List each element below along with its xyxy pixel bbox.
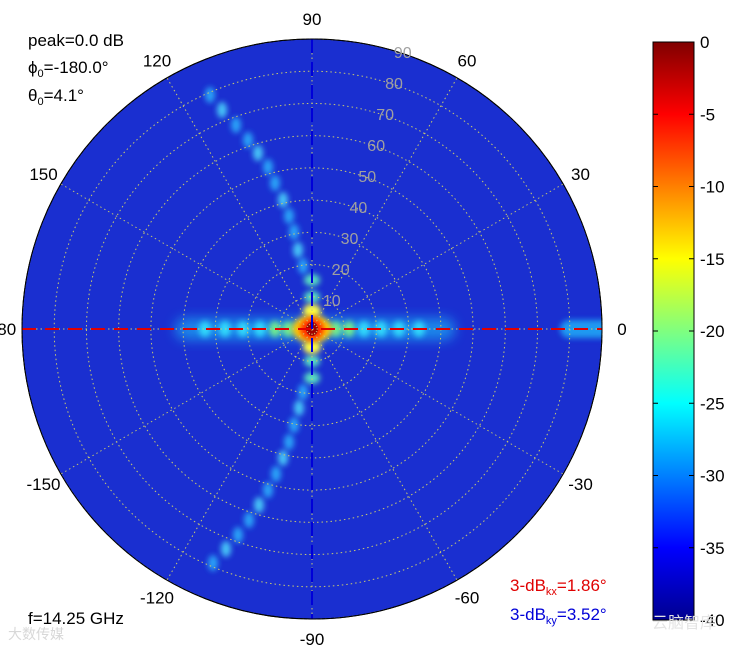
radius-label: 30: [341, 231, 359, 248]
angle-label: 90: [303, 10, 322, 29]
grating-lobe-upper: [278, 192, 288, 208]
colorbar-tick-label: -5: [700, 105, 715, 124]
theta0-label: θ0=4.1°: [28, 86, 84, 108]
phi0-label: ϕ0=-180.0°: [28, 58, 109, 80]
angle-label: 120: [143, 52, 171, 71]
grating-lobe-upper: [263, 159, 273, 175]
grid-spoke: [166, 328, 313, 581]
grid-spoke: [311, 77, 458, 330]
angle-label: -90: [300, 630, 325, 648]
peak-label: peak=0.0 dB: [28, 31, 124, 50]
grating-lobe-upper: [293, 242, 303, 258]
watermark-right: 云脑智库: [652, 613, 717, 632]
polar-boundary: [21, 38, 603, 620]
grating-lobe-lower: [233, 527, 243, 543]
grating-lobe-lower: [278, 450, 288, 466]
radius-label: 10: [323, 293, 341, 310]
watermark-left: 大数传媒: [8, 627, 64, 643]
grid-spoke: [60, 183, 313, 330]
grating-lobe-upper: [217, 102, 227, 118]
grating-lobe-upper: [270, 175, 280, 191]
grid-spoke: [60, 328, 313, 475]
sidelobe-y: [304, 372, 320, 384]
grating-lobe-upper: [298, 258, 308, 274]
colorbar-tick-label: -10: [700, 178, 725, 197]
grating-lobe-lower: [263, 482, 273, 498]
polar-tick-labels: 0 30 60 90 120 150 180 -150 -120 -90 -60 -30 10 20 30 4…: [0, 10, 627, 648]
angle-label: 150: [29, 165, 57, 184]
colorbar-tick-label: -25: [700, 394, 725, 413]
grating-lobe-upper: [253, 145, 263, 161]
grating-lobe-lower: [208, 555, 218, 571]
grating-lobe-lower: [298, 384, 308, 400]
grating-lobe-upper: [231, 117, 241, 133]
grid-spoke: [311, 328, 458, 581]
grating-lobe-lower: [289, 417, 299, 433]
grating-lobe-lower: [221, 541, 231, 557]
colorbar-tick-label: -40: [700, 611, 725, 630]
grating-lobe-upper: [284, 208, 294, 224]
radius-label: 60: [367, 138, 385, 155]
radius-label: 80: [385, 76, 403, 93]
angle-label: 0: [617, 320, 626, 339]
colorbar-ticks: 0 -5 -10 -15 -20 -25 -30 -35 -40: [653, 33, 725, 630]
grid-ring: [150, 167, 474, 491]
radius-label: 20: [332, 262, 350, 279]
sidelobe-x: [199, 321, 211, 337]
angle-label: -120: [140, 589, 174, 608]
angle-label: 30: [571, 165, 590, 184]
angle-label: -30: [568, 475, 593, 494]
angle-label: 180: [0, 320, 16, 339]
colorbar-tick-label: -35: [700, 539, 725, 558]
frequency-label: f=14.25 GHz: [28, 609, 124, 628]
grating-lobe-upper: [289, 224, 299, 240]
grating-lobe-upper: [243, 132, 253, 148]
colorbar-tick-label: -15: [700, 250, 725, 269]
radius-label: 50: [358, 169, 376, 186]
bandwidth-kx-label: 3-dBkx=1.86°: [510, 576, 607, 598]
sidelobe-x: [358, 321, 370, 337]
grating-lobe-upper: [205, 87, 215, 103]
radius-label: 70: [376, 107, 394, 124]
grid-spoke: [166, 77, 313, 330]
grating-lobe-lower: [284, 434, 294, 450]
grating-lobe-lower: [254, 497, 264, 513]
angle-label: -60: [455, 589, 480, 608]
grid-spoke: [311, 328, 564, 475]
grating-lobe-lower: [271, 466, 281, 482]
radius-label: 90: [394, 45, 412, 62]
colorbar: [652, 41, 695, 621]
grating-lobe-lower: [294, 400, 304, 416]
angle-label: -150: [26, 475, 60, 494]
radius-label: 40: [350, 200, 368, 217]
colorbar-tick-label: -20: [700, 322, 725, 341]
sidelobe-edge-right: [560, 320, 602, 338]
angle-label: 60: [458, 52, 477, 71]
grating-lobe-lower: [244, 512, 254, 528]
beam-cut-lines: [21, 38, 603, 620]
colorbar-tick-label: 0: [700, 33, 709, 52]
colorbar-tick-label: -30: [700, 467, 725, 486]
bandwidth-ky-label: 3-dBky=3.52°: [510, 605, 607, 627]
grid-spoke: [311, 183, 564, 330]
